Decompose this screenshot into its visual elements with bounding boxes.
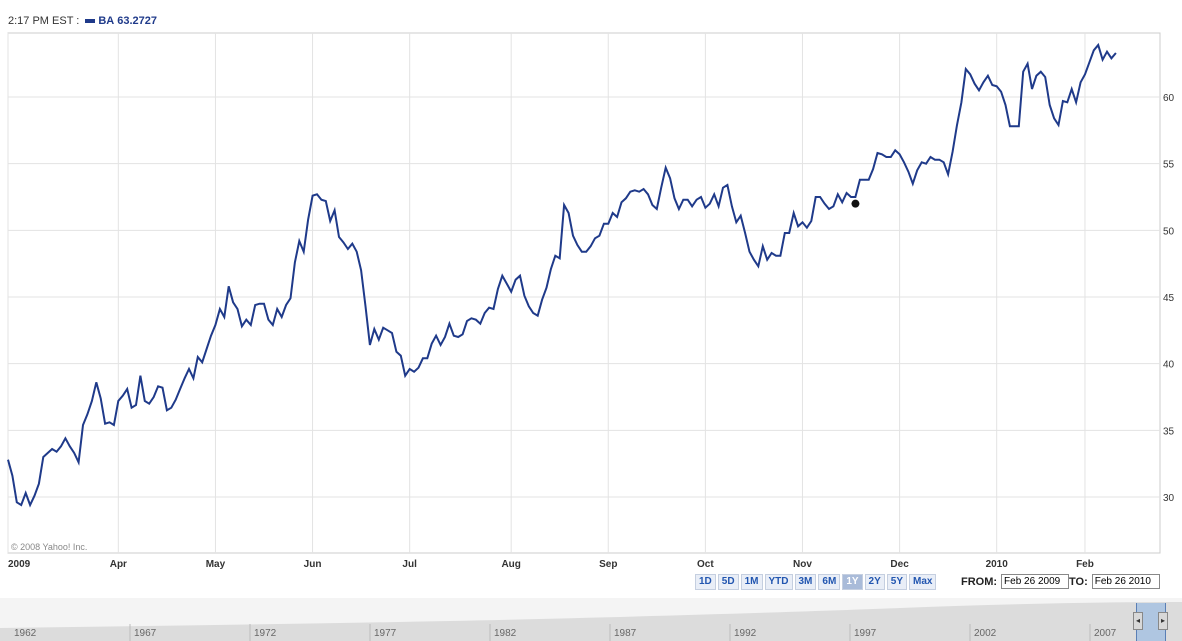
y-tick-label: 30 [1163, 493, 1175, 504]
scrubber-year-label: 1987 [614, 628, 637, 639]
to-label: TO: [1069, 575, 1088, 588]
y-tick-label: 60 [1163, 93, 1175, 104]
range-button-6m[interactable]: 6M [818, 574, 841, 590]
range-button-5y[interactable]: 5Y [886, 574, 908, 590]
to-date-group: TO: [1069, 574, 1160, 589]
scrubber-year-label: 1967 [134, 628, 157, 639]
chart-header: 2:17 PM EST : BA 63.2727 [8, 12, 157, 30]
grid-lines [7, 33, 1160, 553]
x-tick-label: Aug [501, 559, 520, 570]
y-tick-label: 55 [1163, 160, 1175, 171]
range-button-ytd[interactable]: YTD [764, 574, 793, 590]
symbol-legend: BA 63.2727 [85, 15, 157, 27]
range-button-5d[interactable]: 5D [717, 574, 739, 590]
scrubber-area: 1962 1967 1972 1977 1982 1987 1992 1997 2002 2007 [0, 602, 1182, 641]
time-label: 2:17 PM EST : [8, 15, 80, 27]
x-tick-label: 2009 [8, 559, 31, 570]
x-tick-label: Apr [110, 559, 127, 570]
x-tick-label: Jun [304, 559, 322, 570]
y-tick-label: 40 [1163, 360, 1175, 371]
x-tick-label: Nov [793, 559, 812, 570]
from-date-input[interactable] [1001, 574, 1070, 589]
price-label: 63.2727 [117, 15, 157, 27]
right-grip-icon[interactable]: ▸ [1158, 612, 1168, 630]
range-button-group: 1D 5D 1M YTD 3M 6M 1Y 2Y 5Y Max [695, 574, 937, 590]
range-button-2y[interactable]: 2Y [864, 574, 885, 590]
hover-marker [851, 199, 860, 208]
scrubber-year-labels: 1962 1967 1972 1977 1982 1987 1992 1997 2002 2007 [14, 624, 1117, 641]
scrubber-year-label: 1982 [494, 628, 517, 639]
range-button-1d[interactable]: 1D [695, 574, 716, 590]
from-label: FROM: [961, 575, 998, 588]
from-date-group: FROM: [961, 574, 1070, 589]
x-tick-label: Sep [599, 559, 617, 570]
x-tick-label: Dec [890, 559, 909, 570]
scrubber-year-label: 1992 [734, 628, 757, 639]
x-axis: 2009 Apr May Jun Jul Aug Sep Oct Nov Dec 2010 Feb [8, 559, 1094, 570]
y-tick-label: 45 [1163, 293, 1175, 304]
scrubber-shape [0, 602, 1182, 641]
scrubber-year-label: 1997 [854, 628, 877, 639]
to-date-input[interactable] [1091, 574, 1160, 589]
range-button-1m[interactable]: 1M [740, 574, 763, 590]
range-button-1y[interactable]: 1Y [842, 574, 863, 590]
scrubber-year-label: 1977 [374, 628, 397, 639]
x-tick-label: 2010 [986, 559, 1009, 570]
series-line [7, 42, 1117, 508]
plot-area [7, 32, 1161, 554]
x-tick-label: May [206, 559, 226, 570]
scrubber-year-label: 1962 [14, 628, 37, 639]
scrubber-year-label: 1972 [254, 628, 277, 639]
x-tick-label: Feb [1076, 559, 1094, 570]
x-tick-label: Jul [402, 559, 417, 570]
timeline-scrubber[interactable]: 1962 1967 1972 1977 1982 1987 1992 1997 2002 2007 [0, 598, 1182, 641]
price-chart[interactable]: 30 35 40 45 50 55 60 2009 Apr May Jun Jul Aug Sep Oct… [0, 0, 1182, 598]
scrubber-year-label: 2007 [1094, 628, 1117, 639]
range-button-3m[interactable]: 3M [794, 574, 817, 590]
left-grip-icon[interactable]: ◂ [1133, 612, 1143, 630]
symbol-label: BA [98, 15, 115, 27]
y-tick-label: 50 [1163, 226, 1175, 237]
x-tick-label: Oct [697, 559, 714, 570]
y-tick-label: 35 [1163, 426, 1175, 437]
range-button-max[interactable]: Max [909, 574, 937, 590]
y-axis: 30 35 40 45 50 55 60 [1163, 93, 1175, 504]
copyright-text: © 2008 Yahoo! Inc. [11, 542, 88, 552]
series-swatch [85, 19, 96, 23]
scrubber-year-label: 2002 [974, 628, 997, 639]
